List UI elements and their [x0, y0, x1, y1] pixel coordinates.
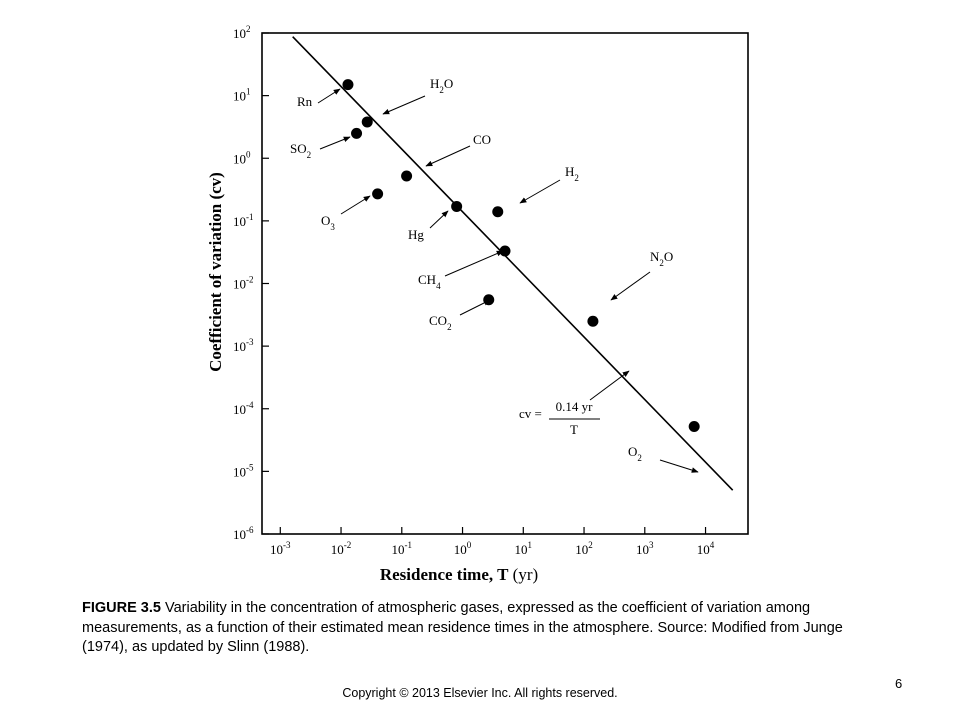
- point-co: [401, 170, 413, 182]
- y-tick-label: 10-2: [233, 275, 254, 292]
- fit-equation: cv = 0.14 yr T: [519, 370, 630, 437]
- label-arrow: [519, 179, 561, 204]
- caption-label: FIGURE 3.5: [82, 600, 161, 616]
- x-axis-label: Residence time, T (yr): [380, 565, 538, 584]
- x-tick-label: 10-3: [270, 540, 291, 557]
- caption-text: Variability in the concentration of atmo…: [82, 600, 843, 655]
- x-tick-label: 103: [636, 540, 654, 557]
- point-co2: [483, 294, 495, 306]
- y-tick-label: 10-3: [233, 337, 254, 354]
- point-so2: [351, 127, 363, 139]
- copyright-notice: Copyright © 2013 Elsevier Inc. All right…: [342, 686, 618, 700]
- x-tick-label: 10-2: [331, 540, 352, 557]
- page-number: 6: [895, 676, 903, 691]
- point-ch4: [499, 245, 511, 257]
- point-o3: [372, 188, 384, 200]
- point-label: CO: [473, 132, 491, 147]
- label-arrow: [317, 88, 341, 104]
- x-tick-label: 10-1: [392, 540, 413, 557]
- scatter-plot: 10-3 10-2 10-1 100 101 102 103 104 10-6 10-5 10-4…: [206, 24, 749, 584]
- y-tick-label: 101: [233, 87, 251, 104]
- label-arrow: [659, 459, 699, 473]
- point-hg: [451, 200, 463, 212]
- equation-denominator: T: [570, 422, 578, 437]
- point-h2: [492, 206, 504, 218]
- fit-line: [292, 36, 734, 491]
- point-label: SO2: [290, 141, 311, 160]
- point-label: O2: [628, 444, 642, 463]
- point-label: Rn: [297, 94, 313, 109]
- point-label: H2: [565, 164, 579, 183]
- y-tick-label: 10-6: [233, 525, 254, 542]
- x-tick-label: 101: [515, 540, 533, 557]
- y-axis-ticks: 10-6 10-5 10-4 10-3 10-2 10-1 100 101 102: [233, 24, 269, 542]
- x-tick-label: 100: [454, 540, 472, 557]
- x-tick-label: 104: [697, 540, 715, 557]
- point-label: CO2: [429, 313, 452, 332]
- point-o2: [688, 421, 700, 433]
- point-label: N2O: [650, 249, 673, 268]
- y-tick-label: 100: [233, 149, 251, 166]
- point-rn: [342, 79, 354, 91]
- equation-lhs: cv =: [519, 406, 542, 421]
- x-axis-ticks: 10-3 10-2 10-1 100 101 102 103 104: [270, 527, 715, 557]
- point-labels: Rn H2O SO2 CO O3 Hg H2 CH4 CO2 N2O O2: [290, 76, 699, 473]
- point-h2o: [361, 116, 373, 128]
- y-tick-label: 102: [233, 24, 251, 41]
- point-label: O3: [321, 213, 335, 232]
- plot-frame: [261, 32, 749, 535]
- label-arrow: [340, 195, 371, 215]
- x-tick-label: 102: [575, 540, 593, 557]
- figure-caption: FIGURE 3.5 Variability in the concentrat…: [82, 599, 882, 658]
- data-points: [342, 79, 700, 433]
- label-arrow: [425, 145, 471, 167]
- label-arrow: [459, 299, 491, 316]
- equation-numerator: 0.14 yr: [556, 399, 594, 414]
- y-tick-label: 10-4: [233, 400, 254, 417]
- point-label: CH4: [418, 272, 441, 291]
- label-arrow: [444, 250, 504, 277]
- point-label: Hg: [408, 227, 424, 242]
- label-arrow: [610, 271, 651, 301]
- label-arrow: [319, 136, 351, 150]
- equation-arrow: [589, 370, 630, 401]
- y-tick-label: 10-1: [233, 212, 254, 229]
- fit-line-group: [292, 36, 734, 491]
- point-label: H2O: [430, 76, 453, 95]
- y-axis-label: Coefficient of variation (cv): [206, 172, 225, 372]
- label-arrow: [429, 210, 449, 229]
- point-n2o: [587, 315, 599, 327]
- label-arrow: [382, 95, 426, 115]
- y-tick-label: 10-5: [233, 462, 254, 479]
